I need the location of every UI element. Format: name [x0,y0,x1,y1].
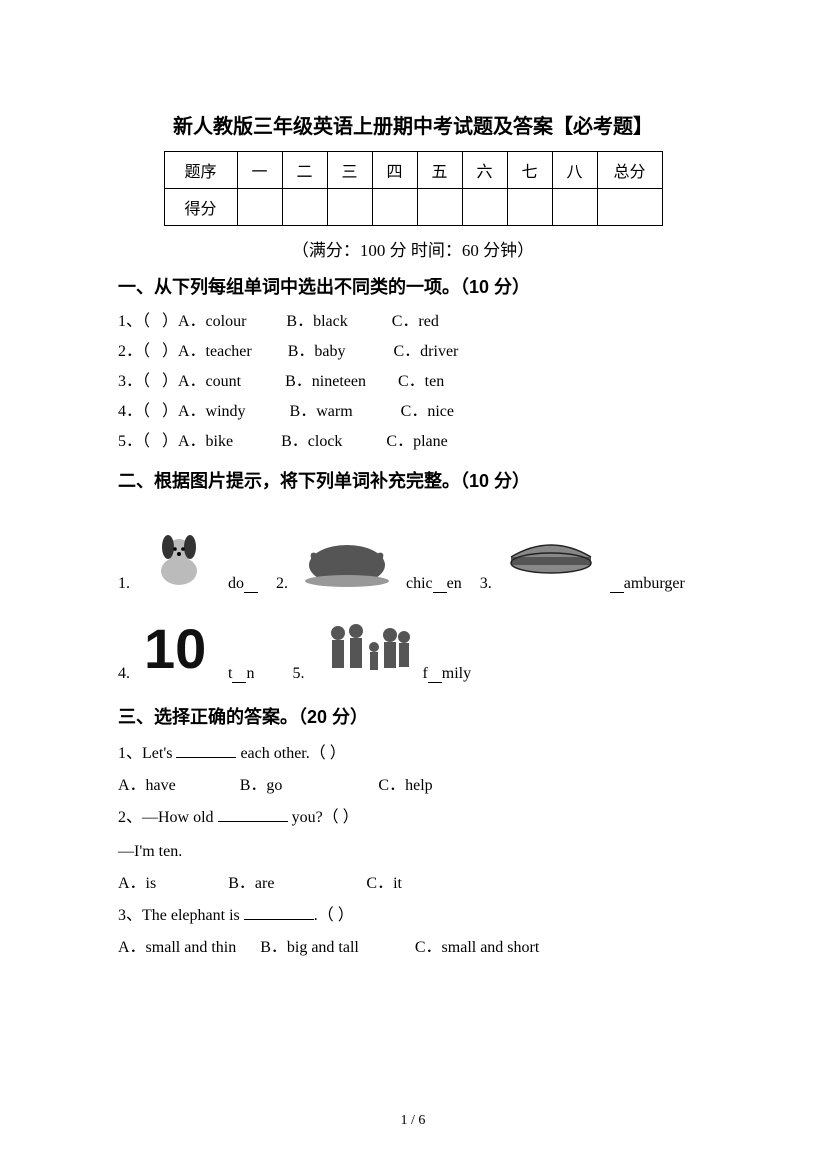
table-header-cell: 一 [237,152,282,189]
table-header-cell: 四 [372,152,417,189]
table-header-cell: 三 [327,152,372,189]
page-title: 新人教版三年级英语上册期中考试题及答案【必考题】 [118,110,708,139]
page-number: 1 / 6 [0,1113,826,1129]
table-header-cell: 题序 [164,152,237,189]
s3-q1-options: A．have B．go C．help [118,771,708,801]
s3-q2-options: A．is B．are C．it [118,869,708,899]
score-cell[interactable] [552,189,597,226]
score-cell[interactable] [597,189,662,226]
table-row-label: 得分 [164,189,237,226]
svg-text:10: 10 [144,617,206,680]
stem-text: 2、—How old [118,809,218,826]
score-table: 题序一二三四五六七八总分 得分 [164,151,663,226]
s2-item-2: 2. chic en [276,523,462,593]
word-part: en [447,575,462,593]
score-cell[interactable] [237,189,282,226]
section-2-row-1: 1. do 2. [118,523,708,603]
s1-question-row: 1、（ ）A．colour B．black C．red [118,307,708,337]
s3-q2-answer: —I'm ten. [118,835,708,869]
s2-item-1: 1. do [118,523,258,593]
stem-text: each other.（ ） [236,745,345,762]
section-1-heading: 一、从下列每组单词中选出不同类的一项。（10 分） [118,273,708,299]
fill-blank[interactable] [610,576,624,593]
table-row-header: 题序一二三四五六七八总分 [164,152,662,189]
family-icon [308,613,418,683]
fill-blank[interactable] [433,576,447,593]
item-number: 5. [292,665,304,683]
s2-item-4: 4. 10 t n [118,613,254,683]
score-cell[interactable] [372,189,417,226]
section-2-row-2: 4. 10 t n 5. [118,613,708,693]
s2-item-5: 5. f mily [292,613,471,683]
dog-icon [134,523,224,593]
score-cell[interactable] [462,189,507,226]
item-number: 1. [118,575,130,593]
table-header-cell: 六 [462,152,507,189]
fill-blank[interactable] [218,805,288,822]
score-cell[interactable] [507,189,552,226]
item-number: 4. [118,665,130,683]
score-cell[interactable] [417,189,462,226]
exam-info: （满分：100 分 时间：60 分钟） [118,236,708,261]
score-cell[interactable] [282,189,327,226]
s3-q2: 2、—How old you?（ ） [118,801,708,835]
item-number: 2. [276,575,288,593]
table-row-score: 得分 [164,189,662,226]
ten-icon: 10 [134,613,224,683]
section-3-heading: 三、选择正确的答案。（20 分） [118,703,708,729]
s3-q1: 1、Let's each other.（ ） [118,737,708,771]
stem-text: 3、The elephant is [118,907,244,924]
section-2-heading: 二、根据图片提示，将下列单词补充完整。（10 分） [118,467,708,493]
item-number: 3. [480,575,492,593]
table-header-cell: 五 [417,152,462,189]
s3-q3: 3、The elephant is .（ ） [118,899,708,933]
score-cell[interactable] [327,189,372,226]
fill-blank[interactable] [176,741,236,758]
stem-text: 1、Let's [118,745,176,762]
stem-text: you?（ ） [288,809,359,826]
word-part: chic [406,575,433,593]
fill-blank[interactable] [428,666,442,683]
s1-question-row: 2．（ ）A．teacher B．baby C．driver [118,337,708,367]
word-part: n [246,665,254,683]
s2-item-3: 3. amburger [480,523,685,593]
word-part: amburger [624,575,685,593]
hamburger-icon [496,523,606,593]
table-header-cell: 八 [552,152,597,189]
stem-text: .（ ） [314,907,354,924]
fill-blank[interactable] [244,903,314,920]
chicken-icon [292,523,402,593]
s1-question-row: 3．（ ）A．count B．nineteen C．ten [118,367,708,397]
exam-page: 新人教版三年级英语上册期中考试题及答案【必考题】 题序一二三四五六七八总分 得分… [0,0,826,1169]
table-header-cell: 总分 [597,152,662,189]
table-header-cell: 二 [282,152,327,189]
s1-question-row: 5．（ ）A．bike B．clock C．plane [118,427,708,457]
s1-question-row: 4．（ ）A．windy B．warm C．nice [118,397,708,427]
word-part: do [228,575,244,593]
s3-q3-options: A．small and thin B．big and tall C．small … [118,933,708,963]
fill-blank[interactable] [232,666,246,683]
word-part: mily [442,665,471,683]
fill-blank[interactable] [244,576,258,593]
table-header-cell: 七 [507,152,552,189]
